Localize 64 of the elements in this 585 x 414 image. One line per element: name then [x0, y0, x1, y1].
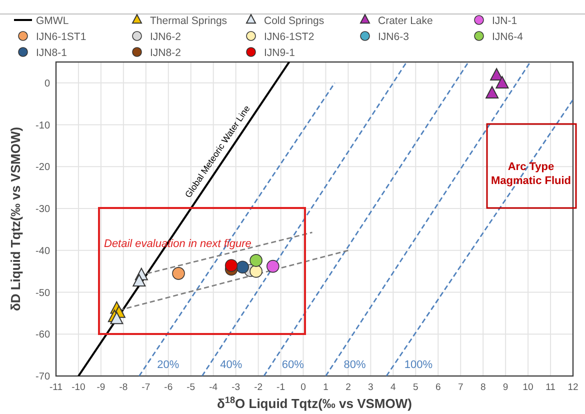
point	[250, 264, 262, 278]
point	[266, 260, 280, 273]
x-tick-label: -7	[142, 382, 150, 393]
y-axis-title: δD Liquid Tqtz(‰ vs VSMOW)	[8, 126, 23, 312]
x-tick-label: 7	[458, 382, 464, 393]
x-tick-label: 11	[546, 382, 556, 393]
legend-label: IJN6-4	[492, 31, 524, 43]
legend-label: Thermal Springs	[150, 15, 228, 27]
x-tick-label: 5	[413, 382, 418, 393]
y-tick-label: 0	[44, 78, 50, 90]
series-label: 60%	[282, 359, 304, 371]
x-tick-label: 1	[323, 382, 328, 393]
x-tick-label: 6	[435, 382, 441, 393]
point	[132, 274, 146, 286]
x-tick-label: 4	[390, 382, 396, 393]
point	[236, 260, 249, 274]
legend-label: IJN8-1	[36, 47, 68, 59]
x-tick-label: 2	[346, 382, 351, 393]
y-tick-label: -30	[36, 204, 50, 216]
series-label: 40%	[220, 359, 242, 371]
point	[496, 76, 509, 88]
point	[172, 267, 185, 280]
x-tick-label: -11	[49, 382, 63, 393]
x-axis-title: δ$^{18}$O Liquid Tqtz(‰ vs VSMOW)	[217, 395, 412, 411]
y-tick-label: -10	[36, 120, 50, 132]
y-tick-label: -50	[36, 288, 50, 299]
legend-label: Crater Lake	[378, 15, 434, 27]
x-tick-label: 12	[568, 382, 578, 393]
legend-label: IJN8-2	[150, 47, 182, 59]
series-label: 20%	[157, 359, 180, 371]
legend-label: Cold Springs	[264, 15, 324, 27]
x-tick-label: 9	[502, 382, 508, 393]
point	[110, 312, 124, 324]
point	[490, 68, 504, 81]
x-tick-label: -4	[209, 382, 218, 393]
legend-label: IJN9-1	[264, 47, 296, 59]
legend-label: GMWL	[36, 15, 69, 27]
y-tick-label: -20	[36, 162, 50, 174]
x-tick-label: -9	[96, 382, 106, 393]
legend-label: IJN6-1ST2	[264, 31, 314, 43]
x-tick-label: -3	[232, 382, 240, 393]
annotation: Arc Type Magmatic Fluid	[490, 161, 572, 187]
series-label: 100%	[404, 359, 433, 371]
x-tick-label: -1	[276, 382, 286, 393]
legend-label: IJN-1	[492, 15, 518, 27]
point	[486, 86, 499, 99]
x-tick-label: -10	[72, 382, 86, 393]
x-tick-label: 0	[300, 382, 306, 393]
point	[250, 254, 262, 267]
y-tick-label: -70	[36, 372, 50, 382]
point	[224, 259, 238, 272]
x-tick-label: 3	[368, 382, 374, 393]
x-tick-label: -5	[186, 382, 196, 393]
legend-label: IJN6-1ST1	[36, 31, 86, 43]
series-label: 80%	[344, 359, 366, 371]
x-tick-label: 10	[522, 382, 534, 393]
y-tick-label: -60	[36, 330, 50, 341]
y-tick-label: -40	[36, 246, 50, 257]
x-tick-label: -8	[119, 382, 128, 393]
x-tick-label: 8	[480, 382, 486, 393]
legend-label: IJN6-3	[378, 31, 410, 43]
legend-label: IJN6-2	[150, 31, 182, 43]
x-tick-label: -2	[254, 382, 263, 393]
x-tick-label: -6	[164, 382, 173, 393]
